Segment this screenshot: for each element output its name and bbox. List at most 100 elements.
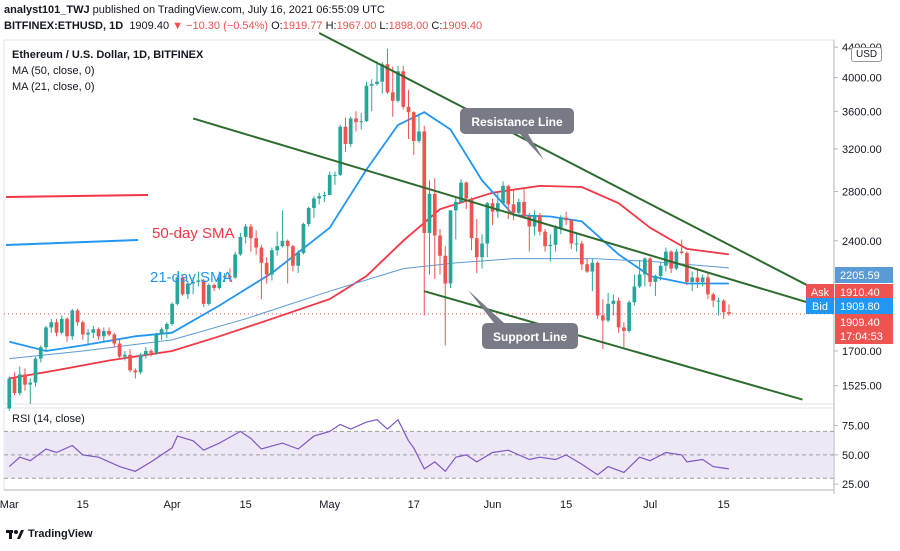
candle-body bbox=[464, 182, 469, 199]
sma21-label: 21-day SMA bbox=[150, 269, 233, 286]
down-arrow-icon: ▼ bbox=[172, 20, 184, 32]
candle bbox=[685, 251, 689, 285]
candle bbox=[558, 215, 563, 235]
candle-body bbox=[648, 258, 652, 282]
candle-body bbox=[327, 174, 332, 196]
candle bbox=[632, 274, 637, 306]
candle bbox=[180, 274, 185, 296]
rsi-line bbox=[8, 418, 729, 476]
candle-body bbox=[601, 315, 605, 321]
candle bbox=[238, 232, 243, 256]
candle-body bbox=[453, 202, 458, 211]
candle-body bbox=[312, 198, 316, 208]
candle bbox=[606, 292, 610, 323]
candle bbox=[348, 116, 353, 147]
candle-body bbox=[217, 277, 222, 289]
candle bbox=[228, 268, 232, 282]
candle-body bbox=[143, 350, 148, 355]
candle bbox=[165, 322, 169, 339]
candle-body bbox=[322, 195, 327, 197]
candle bbox=[643, 257, 647, 287]
support-callout-text: Support Line bbox=[493, 330, 567, 344]
ask-price-tag: Ask 1910.40 bbox=[806, 284, 893, 300]
ma50-legend: MA (50, close, 0) bbox=[12, 65, 95, 77]
candle bbox=[80, 320, 85, 340]
candle-body bbox=[154, 334, 159, 353]
candle bbox=[443, 246, 448, 346]
candle-body bbox=[338, 126, 343, 175]
close-label: C: bbox=[431, 20, 443, 32]
candle-body bbox=[606, 303, 610, 321]
candle bbox=[679, 239, 684, 255]
candle bbox=[296, 250, 301, 273]
rsi-tick-label: 50.00 bbox=[842, 450, 870, 462]
candle bbox=[469, 197, 474, 251]
candle bbox=[637, 260, 642, 289]
author-name[interactable]: analyst101_TWJ bbox=[4, 4, 90, 16]
candle-body bbox=[401, 71, 406, 107]
time-tick-label: 15 bbox=[718, 499, 730, 511]
candle-body bbox=[149, 350, 153, 353]
candle-body bbox=[80, 322, 85, 335]
candle bbox=[264, 257, 269, 284]
candle bbox=[727, 304, 731, 316]
candle-body bbox=[128, 354, 132, 371]
candle bbox=[716, 297, 721, 316]
candle-body bbox=[632, 286, 637, 303]
candle bbox=[590, 258, 595, 292]
resistance-callout: Resistance Line bbox=[460, 108, 574, 160]
candle bbox=[33, 356, 38, 387]
candle-body bbox=[59, 318, 64, 333]
candle bbox=[611, 294, 616, 316]
ma-line-ma100 bbox=[9, 258, 729, 360]
ohlc-line: BITFINEX:ETHUSD, 1D 1909.40 ▼ −10.30 (−0… bbox=[4, 20, 482, 32]
time-tick-label: 17 bbox=[408, 499, 420, 511]
candle-body bbox=[448, 210, 453, 284]
candle bbox=[364, 81, 369, 123]
candle-body bbox=[411, 112, 416, 142]
price-tag-value: 1909.80 bbox=[840, 301, 880, 313]
candle-body bbox=[653, 275, 658, 282]
candle bbox=[706, 272, 710, 300]
candle bbox=[28, 378, 33, 404]
candle-body bbox=[501, 185, 505, 204]
candle-body bbox=[543, 231, 547, 247]
resistance-callout-text: Resistance Line bbox=[471, 115, 563, 129]
candle bbox=[375, 61, 379, 86]
candle-body bbox=[44, 327, 48, 348]
candle bbox=[574, 232, 579, 252]
candle bbox=[406, 89, 411, 140]
candle-body bbox=[432, 193, 437, 236]
candle-body bbox=[343, 126, 348, 144]
candle bbox=[653, 274, 658, 296]
candle bbox=[648, 257, 652, 287]
candle bbox=[270, 247, 274, 281]
candle bbox=[70, 308, 75, 340]
candle bbox=[75, 308, 80, 326]
candle bbox=[101, 327, 106, 342]
candle bbox=[107, 327, 111, 337]
candle bbox=[86, 329, 90, 346]
candle-body bbox=[301, 223, 306, 254]
candle-body bbox=[243, 226, 248, 237]
candle bbox=[222, 272, 227, 282]
candle-body bbox=[70, 310, 75, 337]
candle-body bbox=[238, 236, 243, 255]
candle bbox=[175, 275, 180, 306]
candle-body bbox=[186, 283, 190, 295]
time-tick-label: May bbox=[319, 499, 340, 511]
candle-body bbox=[23, 374, 27, 385]
price-tick-label: 3200.00 bbox=[842, 144, 882, 156]
price-tag-name: Bid bbox=[812, 301, 828, 313]
price-tag-value: 2205.59 bbox=[840, 270, 880, 282]
candle-body bbox=[669, 251, 673, 269]
candle-body bbox=[485, 203, 490, 244]
candle-body bbox=[396, 71, 400, 101]
candle-body bbox=[375, 81, 379, 85]
currency-button[interactable]: USD bbox=[851, 47, 883, 62]
candle bbox=[354, 111, 358, 132]
time-tick-label: Mar bbox=[0, 499, 19, 511]
tradingview-logo: TradingView bbox=[6, 528, 93, 540]
candle-body bbox=[159, 329, 164, 335]
